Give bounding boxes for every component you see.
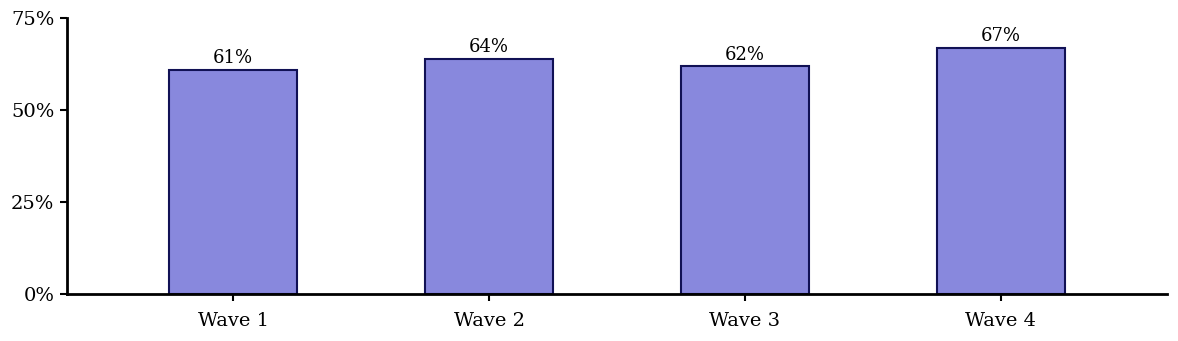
Text: 61%: 61%	[213, 49, 253, 68]
Text: 67%: 67%	[980, 27, 1020, 45]
Bar	[681, 66, 809, 294]
Bar	[425, 59, 552, 294]
Bar	[937, 47, 1065, 294]
Text: 62%: 62%	[724, 46, 765, 64]
Bar	[170, 70, 297, 294]
Text: 64%: 64%	[469, 38, 509, 56]
